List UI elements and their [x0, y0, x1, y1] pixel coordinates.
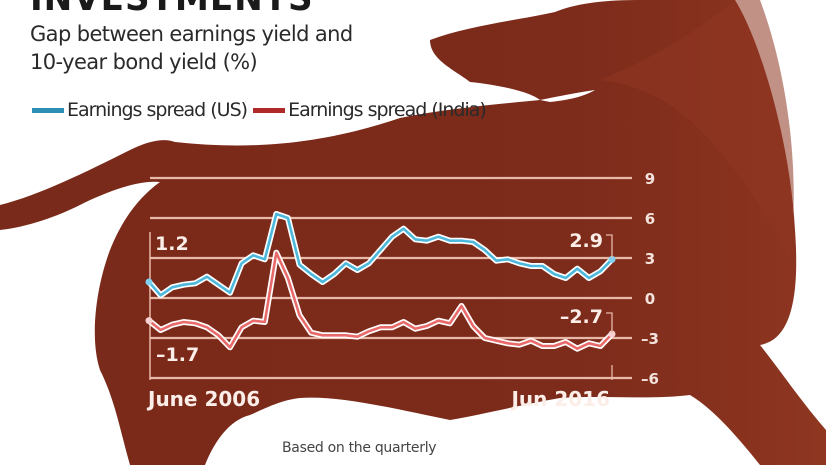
us-start-label: 1.2 [155, 233, 189, 255]
x-axis-end-label: Jun 2016 [509, 387, 610, 411]
india-end-label: –2.7 [560, 306, 603, 328]
chart-gridlines [149, 176, 632, 380]
y-tick-label: 3 [645, 250, 655, 268]
india-start-label: –1.7 [156, 344, 199, 366]
india-series-line [148, 251, 613, 350]
legend-swatch-us [32, 107, 64, 113]
india-series-line-end-dot [608, 330, 616, 338]
chart-subtitle: Gap between earnings yield and 10-year b… [30, 20, 353, 76]
us-end-label: 2.9 [569, 230, 603, 252]
y-tick-label: 0 [645, 290, 655, 308]
legend-item-us: Earnings spread (US) [32, 99, 248, 121]
bull-neck-gap [540, 90, 595, 102]
y-tick-label: 9 [645, 170, 655, 188]
y-axis-tick-labels: 9 6 3 0 –3 –6 [641, 170, 659, 388]
y-tick-label: –3 [641, 330, 659, 348]
chart-series [145, 211, 616, 352]
footnote: Based on the quarterly [282, 440, 437, 456]
india-series-line-start-dot [145, 317, 153, 325]
us-series-line-end-dot [608, 255, 616, 263]
y-tick-label: –6 [641, 370, 659, 388]
x-axis-start-label: June 2006 [146, 387, 260, 411]
us-series-line [148, 212, 613, 297]
subtitle-line-2: 10-year bond yield (%) [30, 50, 258, 74]
legend-item-india: Earnings spread (India) [253, 99, 487, 121]
legend-label-us: Earnings spread (US) [67, 99, 248, 121]
legend-label-india: Earnings spread (India) [288, 99, 487, 121]
us-series-line-start-dot [145, 278, 153, 286]
chart-annotations: 1.2 –1.7 2.9 –2.7 June 2006 Jun 2016 [146, 230, 613, 411]
headline-title: INVESTMENTS [30, 0, 314, 19]
bull-neck-shading [600, 0, 794, 260]
legend-swatch-india [253, 107, 286, 113]
subtitle-line-1: Gap between earnings yield and [30, 22, 353, 46]
chart-legend: Earnings spread (US) Earnings spread (In… [32, 99, 492, 121]
y-tick-label: 6 [645, 210, 655, 228]
